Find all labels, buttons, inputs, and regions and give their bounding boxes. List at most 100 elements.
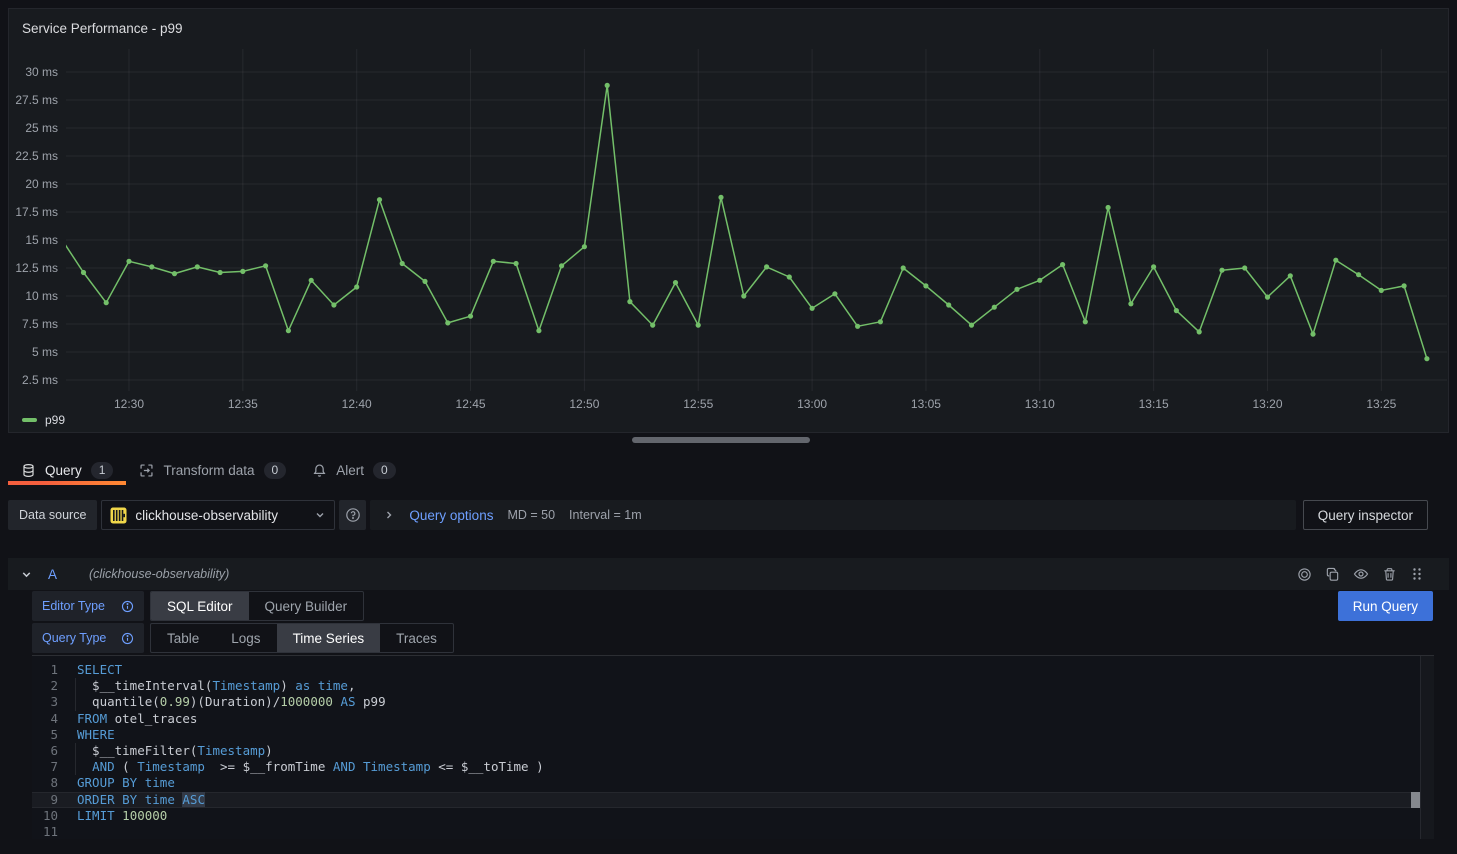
svg-text:25 ms: 25 ms [25,121,58,135]
max-data-points-stat: MD = 50 [507,508,556,522]
info-icon[interactable] [121,632,134,645]
editor-type-switcher: SQL Editor Query Builder [150,591,365,621]
datasource-row: Data source clickhouse-observability [8,500,1449,530]
query-type-label: Query Type [32,623,144,653]
query-type-row: Query Type Table Logs Time Series Traces [32,623,454,653]
svg-text:13:25: 13:25 [1366,397,1396,411]
line-number: 9 [50,791,58,807]
panel-title: Service Performance - p99 [22,21,183,36]
hide-query-eye-icon[interactable] [1353,566,1369,582]
datasource-label: Data source [8,500,98,530]
line-number: 10 [42,807,58,823]
tab-count-badge: 1 [90,461,114,479]
svg-text:13:00: 13:00 [797,397,827,411]
query-inspector-button[interactable]: Query inspector [1302,500,1428,530]
svg-text:12:55: 12:55 [683,397,713,411]
query-type-traces[interactable]: Traces [396,630,437,646]
chart-legend[interactable]: p99 [22,413,65,427]
query-type-switcher: Table Logs Time Series Traces [150,623,454,653]
record-query-icon[interactable] [1297,567,1312,582]
editor-type-query-builder[interactable]: Query Builder [264,598,348,614]
tab-label: Transform data [163,462,255,478]
svg-text:10 ms: 10 ms [25,289,58,303]
transform-icon [139,463,154,478]
line-number: 1 [50,662,58,677]
query-options-bar[interactable]: Query options MD = 50 Interval = 1m [370,500,1296,530]
svg-text:13:20: 13:20 [1252,397,1282,411]
line-number: 7 [50,759,58,775]
editor-type-row: Editor Type SQL Editor Query Builder [32,591,365,621]
code-line-5: 5 WHERE [32,727,1434,743]
svg-text:12:35: 12:35 [228,397,258,411]
code-line-10: 10 LIMIT 100000 [32,808,1434,824]
editor-scrollbar-track[interactable] [1420,656,1434,839]
svg-text:12:45: 12:45 [456,397,486,411]
query-type-table[interactable]: Table [167,630,200,646]
svg-text:20 ms: 20 ms [25,177,58,191]
line-number: 2 [50,678,58,694]
line-number: 3 [50,694,58,710]
chevron-right-icon [383,509,395,521]
tab-query[interactable]: Query 1 [8,455,127,485]
svg-text:30 ms: 30 ms [25,65,58,79]
query-ref-id: A [48,566,58,582]
svg-text:13:10: 13:10 [1025,397,1055,411]
svg-text:12:50: 12:50 [569,397,599,411]
query-type-time-series[interactable]: Time Series [276,624,381,652]
tab-label: Alert [336,462,364,478]
run-query-button[interactable]: Run Query [1337,591,1433,621]
collapse-chevron-icon[interactable] [20,568,33,581]
editor-tabbar: Query 1 Transform data 0 [8,455,409,485]
tab-alert[interactable]: Alert 0 [299,455,408,485]
tab-count-badge: 0 [372,461,396,479]
code-line-6: 6 $__timeFilter(Timestamp) [32,742,1434,760]
editor-type-label: Editor Type [32,591,144,621]
svg-text:15 ms: 15 ms [25,233,58,247]
code-line-11: 11 [32,824,1434,840]
chevron-down-icon [314,509,326,521]
query-row-header[interactable]: A (clickhouse-observability) [8,558,1449,590]
bell-icon [312,463,327,478]
line-number: 11 [42,823,58,839]
svg-text:5 ms: 5 ms [32,345,58,359]
svg-text:12:40: 12:40 [342,397,372,411]
svg-text:27.5 ms: 27.5 ms [15,93,58,107]
timeseries-chart: 2.5 ms 5 ms 7.5 ms 10 ms 12.5 ms 15 ms 17.5 ms… [15,49,1447,411]
legend-series-label: p99 [45,413,66,427]
query-type-logs[interactable]: Logs [231,630,261,646]
svg-text:12:30: 12:30 [114,397,144,411]
code-line-4: 4 FROM otel_traces [32,711,1434,727]
database-icon [21,463,36,478]
svg-text:2.5 ms: 2.5 ms [22,373,58,387]
line-number: 4 [50,710,58,726]
info-icon[interactable] [121,600,134,613]
tab-transform-data[interactable]: Transform data 0 [126,455,299,485]
overview-cursor-marker [1411,791,1421,808]
svg-text:7.5 ms: 7.5 ms [22,317,58,331]
sql-code-lines: 1 SELECT 2 $__timeInterval(Timestamp) as t… [32,662,1434,840]
datasource-picker[interactable]: clickhouse-observability [101,500,336,530]
editor-type-sql-editor[interactable]: SQL Editor [151,592,249,620]
line-number: 5 [50,726,58,742]
code-line-3: 3 quantile(0.99)(Duration)/1000000 AS p9… [32,694,1434,711]
query-datasource-hint: (clickhouse-observability) [89,567,230,581]
horizontal-scrollbar-thumb[interactable] [632,437,810,443]
code-line-2: 2 $__timeInterval(Timestamp) as time, [32,678,1434,695]
query-row-actions [1297,566,1437,582]
query-options-link[interactable]: Query options [409,507,494,523]
svg-text:13:05: 13:05 [911,397,941,411]
delete-query-trash-icon[interactable] [1382,567,1397,582]
tab-count-badge: 0 [263,461,287,479]
timeseries-panel: Service Performance - p99 2.5 ms 5 ms 7.5 … [8,8,1449,433]
line-number: 8 [50,775,58,791]
code-line-8: 8 GROUP BY time [32,775,1434,791]
drag-handle-icon[interactable] [1410,567,1424,581]
code-line-1: 1 SELECT [32,662,1434,678]
sql-editor[interactable]: 1 SELECT 2 $__timeInterval(Timestamp) as t… [32,655,1434,839]
datasource-help-button[interactable] [339,500,367,530]
line-number: 6 [50,742,58,758]
duplicate-query-icon[interactable] [1325,567,1340,582]
svg-text:22.5 ms: 22.5 ms [15,149,58,163]
svg-text:17.5 ms: 17.5 ms [15,205,58,219]
